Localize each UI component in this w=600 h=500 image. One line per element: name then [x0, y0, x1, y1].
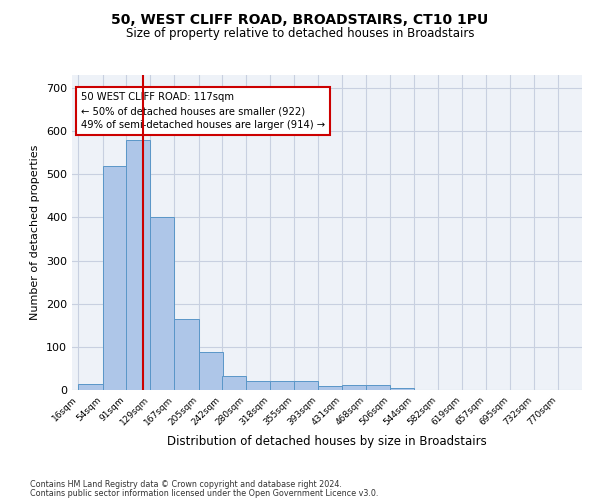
Text: Contains public sector information licensed under the Open Government Licence v3: Contains public sector information licen…	[30, 488, 379, 498]
Bar	[199, 352, 223, 390]
Bar	[390, 388, 414, 390]
Bar	[294, 382, 318, 390]
Bar	[222, 376, 246, 390]
Bar	[318, 386, 342, 390]
X-axis label: Distribution of detached houses by size in Broadstairs: Distribution of detached houses by size …	[167, 436, 487, 448]
Text: 50, WEST CLIFF ROAD, BROADSTAIRS, CT10 1PU: 50, WEST CLIFF ROAD, BROADSTAIRS, CT10 1…	[112, 12, 488, 26]
Bar	[366, 385, 390, 390]
Bar	[126, 140, 150, 390]
Text: Size of property relative to detached houses in Broadstairs: Size of property relative to detached ho…	[126, 28, 474, 40]
Y-axis label: Number of detached properties: Number of detached properties	[31, 145, 40, 320]
Bar	[175, 319, 199, 390]
Bar	[342, 385, 367, 390]
Text: 50 WEST CLIFF ROAD: 117sqm
← 50% of detached houses are smaller (922)
49% of sem: 50 WEST CLIFF ROAD: 117sqm ← 50% of deta…	[81, 92, 325, 130]
Text: Contains HM Land Registry data © Crown copyright and database right 2024.: Contains HM Land Registry data © Crown c…	[30, 480, 342, 489]
Bar	[79, 384, 103, 390]
Bar	[150, 218, 175, 390]
Bar	[246, 382, 271, 390]
Bar	[271, 380, 295, 390]
Bar	[103, 166, 127, 390]
